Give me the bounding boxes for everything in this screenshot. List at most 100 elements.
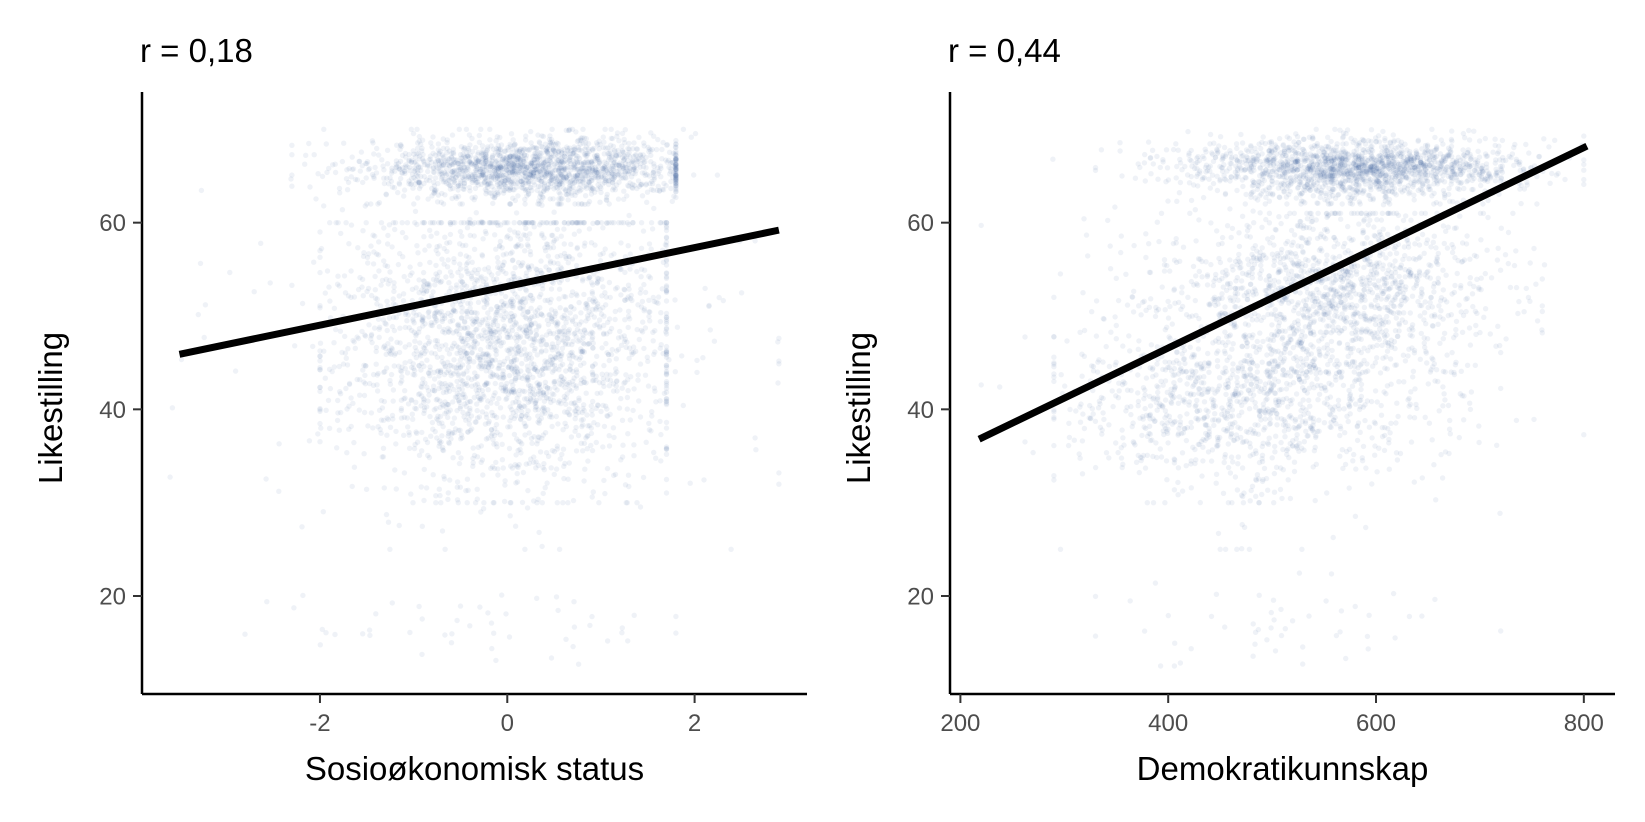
scatter-point	[589, 336, 595, 342]
scatter-point	[438, 500, 444, 506]
scatter-point	[383, 511, 390, 518]
scatter-point	[581, 440, 588, 446]
scatter-point	[625, 158, 631, 164]
scatter-point	[559, 148, 565, 154]
scatter-point	[427, 413, 433, 420]
scatter-point	[504, 395, 510, 401]
scatter-point	[457, 201, 463, 207]
scatter-point	[342, 350, 349, 356]
x-tick-label: -2	[309, 710, 330, 737]
scatter-point	[383, 192, 389, 198]
scatter-point	[571, 162, 578, 168]
scatter-point	[425, 309, 431, 316]
scatter-point	[511, 154, 517, 160]
scatter-point	[651, 174, 658, 181]
scatter-point	[362, 381, 369, 387]
scatter-point	[519, 181, 525, 188]
scatter-point	[416, 277, 422, 283]
scatter-point	[431, 369, 437, 376]
scatter-point	[597, 258, 604, 264]
scatter-point	[1176, 190, 1183, 196]
scatter-point	[505, 169, 512, 176]
scatter-point	[637, 153, 644, 159]
scatter-point	[321, 203, 327, 209]
scatter-point	[450, 307, 457, 313]
scatter-point	[673, 194, 679, 201]
scatter-point	[622, 175, 628, 181]
scatter-point	[374, 382, 380, 388]
scatter-point	[454, 479, 461, 485]
scatter-point	[548, 399, 554, 406]
scatter-point	[335, 273, 341, 279]
scatter-point	[591, 377, 597, 383]
scatter-point	[421, 397, 427, 403]
scatter-point	[546, 164, 552, 170]
scatter-point	[384, 327, 390, 334]
scatter-point	[511, 220, 517, 226]
scatter-point	[404, 278, 411, 284]
scatter-point	[611, 472, 617, 479]
scatter-point	[566, 172, 573, 178]
scatter-point	[449, 155, 455, 161]
scatter-point	[507, 404, 513, 410]
scatter-point	[457, 228, 464, 235]
scatter-point	[251, 289, 257, 295]
scatter-point	[651, 133, 657, 139]
scatter-point	[556, 350, 562, 357]
scatter-point	[694, 357, 700, 364]
scatter-point	[438, 220, 445, 226]
scatter-point	[561, 146, 567, 153]
scatter-point	[571, 146, 577, 153]
scatter-point	[1546, 144, 1552, 150]
scatter-point	[485, 387, 491, 393]
scatter-point	[641, 345, 647, 352]
scatter-point	[594, 390, 600, 397]
scatter-point	[441, 476, 448, 482]
scatter-point	[566, 406, 572, 412]
scatter-point	[573, 155, 579, 162]
scatter-point	[346, 380, 353, 387]
scatter-point	[514, 156, 520, 162]
scatter-point	[643, 154, 649, 161]
scatter-point	[583, 300, 590, 307]
scatter-point	[639, 193, 646, 199]
scatter-point	[515, 171, 521, 177]
scatter-point	[548, 170, 554, 177]
scatter-point	[483, 276, 489, 282]
scatter-point	[498, 172, 504, 178]
scatter-point	[673, 163, 679, 170]
scatter-point	[563, 401, 569, 407]
scatter-point	[384, 147, 391, 153]
scatter-point	[363, 175, 369, 181]
scatter-point	[581, 220, 587, 226]
scatter-point	[569, 126, 576, 132]
scatter-point	[625, 387, 631, 394]
scatter-point	[504, 334, 510, 341]
scatter-point	[425, 196, 431, 202]
scatter-point	[533, 166, 540, 173]
scatter-point	[505, 328, 512, 334]
scatter-point	[321, 126, 327, 132]
scatter-point	[523, 174, 529, 180]
scatter-point	[442, 159, 448, 166]
scatter-point	[1132, 175, 1139, 181]
scatter-point	[448, 370, 454, 376]
scatter-point	[436, 346, 443, 353]
scatter-point	[474, 407, 480, 414]
scatter-point	[331, 340, 337, 346]
scatter-point	[589, 494, 595, 500]
scatter-point	[426, 284, 432, 290]
scatter-point	[531, 434, 537, 440]
scatter-point	[373, 348, 379, 355]
scatter-point	[691, 172, 697, 178]
scatter-point	[348, 395, 354, 401]
scatter-point	[438, 308, 444, 315]
scatter-point	[445, 490, 451, 496]
scatter-point	[555, 339, 562, 346]
scatter-point	[588, 442, 594, 449]
scatter-point	[540, 404, 547, 410]
scatter-point	[516, 158, 522, 164]
scatter-point	[540, 156, 547, 162]
scatter-point	[580, 422, 586, 428]
scatter-point	[484, 146, 491, 152]
